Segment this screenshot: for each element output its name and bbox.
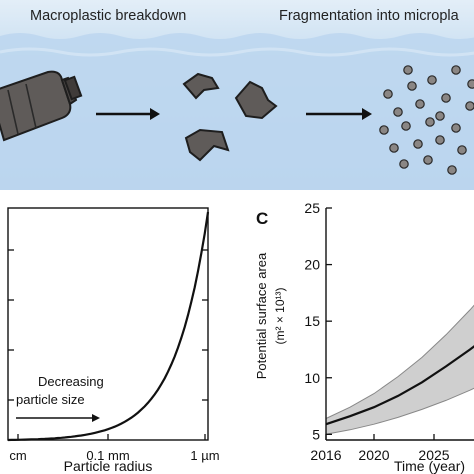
microplastic-particle-icon [389, 143, 399, 153]
plastic-fragment-icon [234, 80, 278, 120]
panel-c-x-tick-label: 2025 [418, 447, 449, 463]
microplastic-particles [379, 65, 474, 175]
caption-macroplastic: Macroplastic breakdown [30, 8, 187, 24]
water-surface [0, 33, 474, 190]
microplastic-particle-icon [427, 75, 437, 85]
microplastic-particle-icon [467, 79, 474, 89]
charts-area: Decreasing particle size cm 0.1 mm 1 µm … [7, 200, 474, 474]
microplastic-particle-icon [393, 107, 403, 117]
caption-fragmentation: Fragmentation into micropla [279, 8, 459, 24]
panel-b-curve [7, 211, 210, 442]
panel-c-uncertainty-band [325, 304, 474, 435]
panel-c-y-axis-label: Potential surface area [254, 252, 269, 379]
microplastic-particle-icon [425, 117, 435, 127]
plastic-fragment-icon [182, 72, 220, 100]
panel-c-x-tick-label: 2020 [358, 447, 389, 463]
panel-c-y-tick-label: 20 [304, 257, 320, 273]
panel-b-annotation-line1: Decreasing [38, 374, 104, 389]
panel-c-label: C [256, 209, 268, 228]
panel-b-ticks [8, 249, 208, 440]
panel-b-chart: Decreasing particle size cm 0.1 mm 1 µm … [7, 207, 220, 474]
panel-c-y-axis-unit: (m² × 10¹³) [273, 287, 287, 344]
panel-a-illustration: Macroplastic breakdown Fragmentation int… [0, 0, 474, 190]
decreasing-size-arrow-icon [16, 414, 100, 422]
microplastic-particle-icon [401, 121, 411, 131]
microplastic-particle-icon [465, 101, 474, 111]
microplastic-particle-icon [407, 81, 417, 91]
panel-c-y-tick-label: 25 [304, 200, 320, 216]
panel-c-x-axis-label: Time (year) [394, 458, 465, 474]
microplastic-particle-icon [451, 65, 461, 75]
panel-c-chart: C Potential surface area (m² × 10¹³) 5 10… [254, 200, 474, 474]
panel-c-x-tick-label: 2016 [310, 447, 341, 463]
panel-b-annotation-line2: particle size [16, 392, 85, 407]
microplastic-particle-icon [435, 111, 445, 121]
panel-b-x-tick-label: cm [9, 448, 26, 463]
arrow-icon [96, 108, 160, 120]
arrow-icon [306, 108, 372, 120]
water-highlight [0, 47, 474, 57]
plastic-fragment-icon [184, 128, 230, 162]
plastic-bottle-icon [0, 70, 83, 142]
panel-c-y-tick-label: 10 [304, 370, 320, 386]
microplastic-particle-icon [447, 165, 457, 175]
panel-b-x-tick-label: 1 µm [190, 448, 219, 463]
microplastic-particle-icon [451, 123, 461, 133]
microplastic-particle-icon [423, 155, 433, 165]
microplastic-particle-icon [413, 139, 423, 149]
panel-b-x-tick-label: 0.1 mm [86, 448, 129, 463]
microplastic-particle-icon [383, 89, 393, 99]
panel-c-series-line [325, 345, 474, 426]
panel-c-x-ticks: 2016 2020 2025 [310, 434, 450, 463]
microplastic-particle-icon [415, 99, 425, 109]
microplastic-particle-icon [435, 135, 445, 145]
panel-b-x-axis-label: Particle radius [64, 458, 153, 474]
microplastic-particle-icon [441, 93, 451, 103]
microplastic-particle-icon [403, 65, 413, 75]
panel-c-y-tick-label: 15 [304, 313, 320, 329]
panel-c-y-tick-label: 5 [312, 426, 320, 442]
panel-c-y-ticks: 5 10 15 20 25 [304, 200, 332, 442]
microplastic-particle-icon [399, 159, 409, 169]
microplastic-particle-icon [457, 145, 467, 155]
microplastic-particle-icon [379, 125, 389, 135]
panel-a-drawing [0, 33, 474, 190]
